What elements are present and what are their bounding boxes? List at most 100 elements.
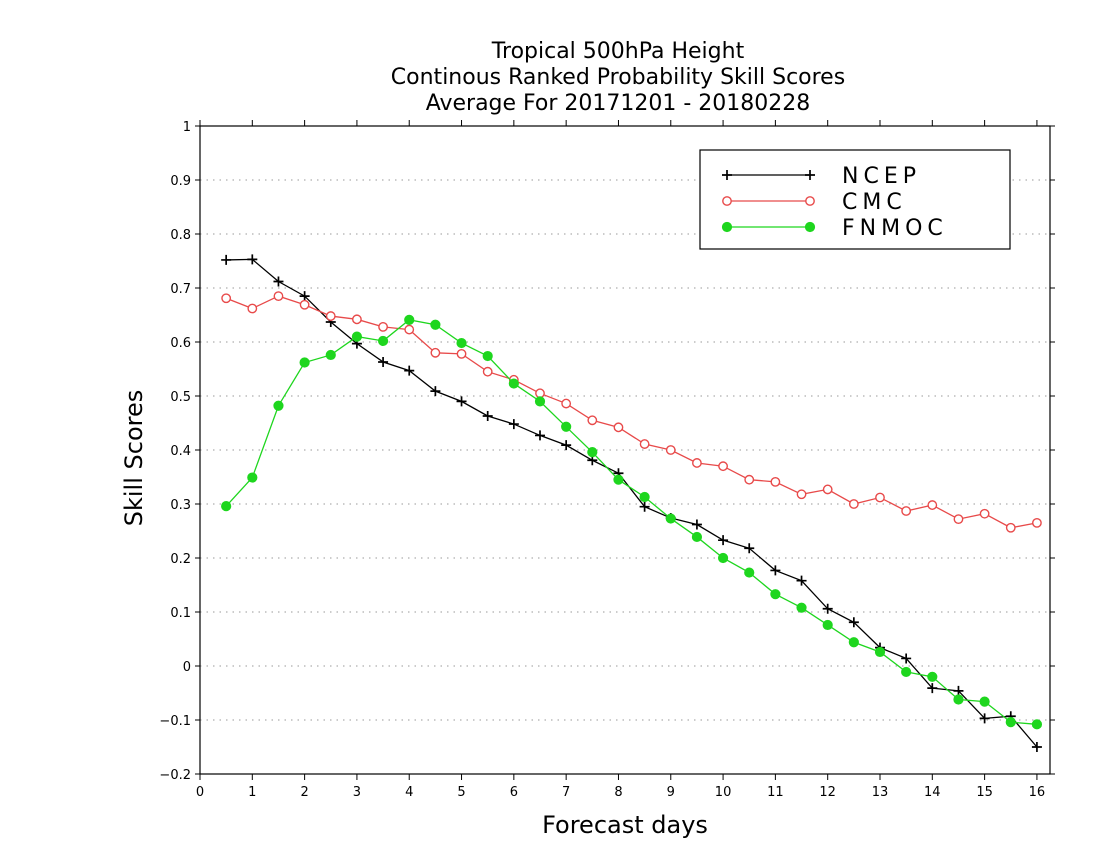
- x-tick-label: 1: [248, 785, 256, 800]
- data-point-ncep: [718, 535, 729, 546]
- x-tick-label: 13: [872, 785, 889, 800]
- data-point-fnmoc: [953, 694, 964, 705]
- data-point-fnmoc: [874, 646, 886, 658]
- y-tick-label: 0.9: [170, 174, 191, 189]
- legend-marker-cmc: [722, 196, 732, 206]
- data-point-ncep: [482, 410, 493, 421]
- legend-marker-ncep: [805, 170, 815, 180]
- legend-box: [699, 149, 1011, 250]
- data-point-ncep: [979, 713, 990, 724]
- data-point-fnmoc: [979, 696, 990, 707]
- data-point-ncep: [273, 276, 284, 287]
- x-tick-label: 10: [715, 785, 732, 800]
- data-point-cmc: [953, 514, 964, 525]
- legend-marker-cmc: [805, 196, 815, 206]
- data-point-fnmoc: [848, 637, 859, 648]
- data-point-ncep: [456, 396, 467, 407]
- data-point-ncep: [770, 565, 781, 576]
- data-point-ncep: [1031, 742, 1042, 752]
- y-tick-label: 0.4: [170, 444, 191, 459]
- y-tick-label: 0: [183, 660, 191, 675]
- data-point-fnmoc: [377, 335, 389, 347]
- x-tick-label: 16: [1029, 785, 1046, 800]
- y-axis-label: Skill Scores: [120, 390, 148, 527]
- chart-title: Tropical 500hPa Height Continous Ranked …: [391, 39, 845, 116]
- data-point-cmc: [482, 366, 493, 377]
- data-point-ncep: [561, 440, 572, 451]
- data-point-cmc: [221, 293, 232, 304]
- data-point-cmc: [456, 348, 467, 359]
- data-point-ncep: [822, 603, 833, 614]
- data-point-fnmoc: [796, 602, 807, 613]
- title-line-3: Average For 20171201 - 20180228: [426, 91, 811, 116]
- data-point-ncep: [639, 501, 650, 512]
- y-tick-label: 1: [183, 120, 191, 135]
- data-point-cmc: [247, 303, 258, 314]
- title-line-2: Continous Ranked Probability Skill Score…: [391, 65, 845, 90]
- data-point-cmc: [299, 299, 310, 310]
- x-tick-label: 12: [819, 785, 836, 800]
- x-axis-label: Forecast days: [542, 811, 708, 839]
- series-fnmoc: [221, 314, 1043, 730]
- data-point-fnmoc: [822, 619, 833, 631]
- data-point-cmc: [901, 506, 912, 516]
- data-point-fnmoc: [901, 666, 912, 678]
- data-point-ncep: [404, 365, 415, 376]
- series-group: [221, 254, 1043, 752]
- data-point-fnmoc: [247, 472, 258, 483]
- x-tick-label: 4: [405, 785, 413, 800]
- x-tick-label: 9: [667, 785, 675, 800]
- data-point-cmc: [796, 489, 807, 500]
- data-point-fnmoc: [744, 567, 755, 578]
- series-line-cmc: [225, 295, 1038, 529]
- data-point-cmc: [352, 314, 362, 325]
- legend-marker-fnmoc: [804, 221, 816, 233]
- data-point-fnmoc: [691, 531, 703, 543]
- data-point-cmc: [378, 321, 388, 332]
- data-point-fnmoc: [351, 331, 363, 342]
- data-point-ncep: [691, 519, 702, 530]
- data-point-fnmoc: [299, 357, 310, 368]
- y-tick-label: 0.6: [170, 336, 191, 351]
- data-point-fnmoc: [221, 501, 232, 512]
- data-point-fnmoc: [404, 314, 415, 325]
- data-point-fnmoc: [613, 474, 624, 485]
- axis-ticks: −0.2−0.100.10.20.30.40.50.60.70.80.910 1 2…: [159, 120, 1055, 800]
- data-point-ncep: [744, 543, 755, 554]
- data-point-fnmoc: [534, 396, 546, 407]
- y-tick-label: 0.2: [170, 552, 191, 567]
- series-cmc: [221, 291, 1042, 533]
- data-point-cmc: [613, 422, 624, 433]
- data-point-cmc: [979, 508, 990, 519]
- x-tick-label: 6: [510, 785, 518, 800]
- data-point-cmc: [325, 311, 336, 321]
- y-tick-label: 0.1: [170, 606, 191, 621]
- data-point-ncep: [848, 617, 859, 628]
- x-tick-label: 7: [562, 785, 570, 800]
- data-point-cmc: [665, 445, 676, 455]
- legend-label-cmc: CMC: [842, 190, 907, 215]
- data-point-fnmoc: [1031, 719, 1043, 730]
- series-line-fnmoc: [225, 319, 1037, 725]
- data-point-cmc: [744, 474, 755, 485]
- data-point-cmc: [822, 484, 833, 495]
- x-tick-label: 8: [614, 785, 622, 800]
- data-point-cmc: [639, 439, 650, 449]
- data-point-ncep: [508, 419, 519, 430]
- legend-label-ncep: NCEP: [842, 164, 921, 189]
- data-point-fnmoc: [482, 350, 493, 362]
- data-point-fnmoc: [1005, 717, 1016, 728]
- data-point-cmc: [770, 476, 781, 487]
- x-tick-label: 15: [976, 785, 993, 800]
- title-line-1: Tropical 500hPa Height: [491, 39, 745, 64]
- data-point-fnmoc: [273, 400, 284, 411]
- x-tick-label: 11: [767, 785, 784, 800]
- data-point-fnmoc: [508, 378, 519, 389]
- x-tick-label: 3: [353, 785, 361, 800]
- y-tick-label: 0.5: [170, 390, 191, 405]
- data-point-ncep: [953, 685, 964, 696]
- legend-marker-ncep: [722, 170, 732, 180]
- data-point-cmc: [692, 458, 702, 468]
- data-point-cmc: [718, 461, 728, 472]
